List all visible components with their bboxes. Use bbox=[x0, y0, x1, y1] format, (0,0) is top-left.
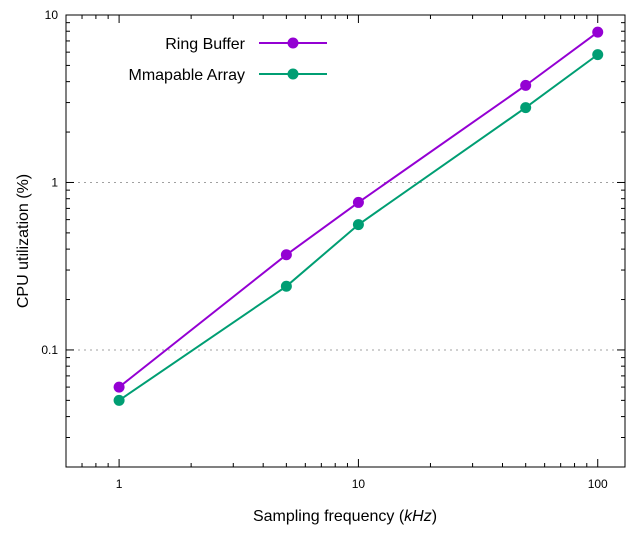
data-point bbox=[280, 280, 292, 292]
legend-label: Ring Buffer bbox=[165, 36, 245, 53]
x-axis-title: Sampling frequency (kHz) bbox=[253, 508, 437, 525]
legend: Ring Buffer Mmapable Array bbox=[129, 36, 327, 84]
y-tick-label: 1 bbox=[51, 175, 58, 189]
data-point bbox=[520, 102, 532, 114]
data-point bbox=[592, 26, 604, 38]
axis-labels: Sampling frequency (kHz) CPU utilization… bbox=[15, 174, 437, 525]
data-point bbox=[113, 394, 125, 406]
plot-frame bbox=[65, 14, 626, 468]
data-point bbox=[280, 249, 292, 261]
data-point bbox=[592, 49, 604, 61]
tick-layer: 0.1 1 10 1 10 100 bbox=[41, 8, 625, 491]
legend-label: Mmapable Array bbox=[129, 67, 246, 84]
data-point bbox=[113, 381, 125, 393]
y-tick-label: 0.1 bbox=[41, 343, 58, 357]
x-tick-label: 100 bbox=[588, 477, 608, 491]
legend-marker bbox=[287, 68, 299, 80]
grid-layer bbox=[66, 181, 625, 351]
legend-marker bbox=[287, 37, 299, 49]
data-point bbox=[352, 196, 364, 208]
data-point bbox=[352, 219, 364, 231]
y-axis-title: CPU utilization (%) bbox=[15, 174, 32, 308]
data-point bbox=[520, 79, 532, 91]
x-tick-label: 10 bbox=[352, 477, 366, 491]
series-layer bbox=[113, 26, 604, 406]
x-tick-label: 1 bbox=[116, 477, 123, 491]
y-tick-label: 10 bbox=[45, 8, 59, 22]
